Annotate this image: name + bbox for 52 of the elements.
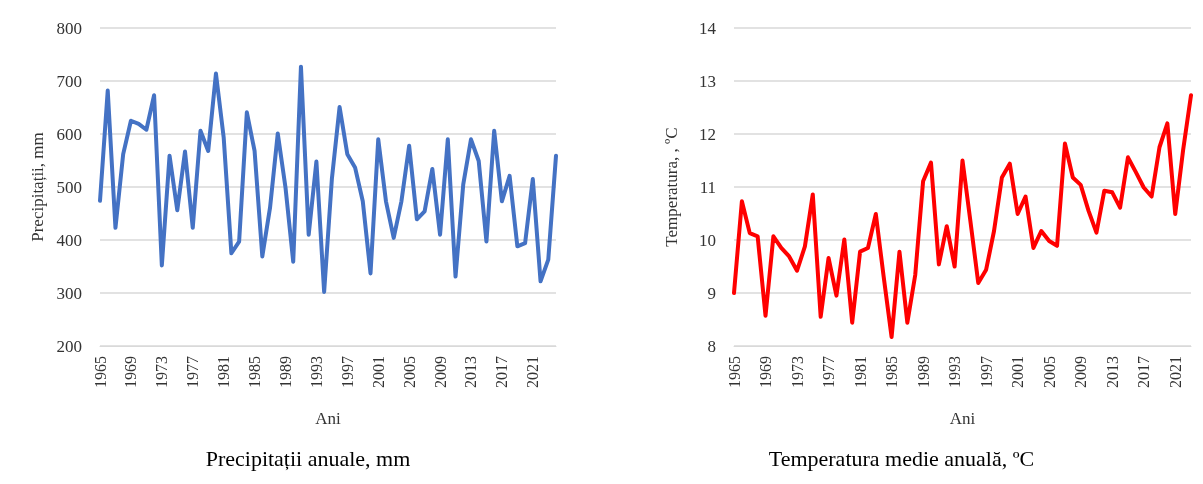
y-tick-label: 800: [56, 18, 82, 38]
x-tick-label: 2021: [1166, 356, 1184, 388]
y-tick-label: 400: [56, 230, 82, 250]
x-tick-label: 1989: [276, 356, 294, 388]
x-tick-label: 2009: [431, 356, 449, 388]
x-tick-label: 1985: [246, 356, 264, 388]
y-tick-label: 300: [56, 283, 82, 303]
y-tick-label: 200: [56, 336, 82, 356]
x-tick-label: 2005: [1040, 356, 1058, 388]
x-tick-label: 1973: [153, 356, 171, 388]
x-tick-label: 1993: [307, 356, 325, 388]
x-tick-label: 1969: [757, 356, 775, 388]
x-tick-label: 2001: [1009, 356, 1027, 388]
x-tick-label: 1965: [91, 356, 109, 388]
y-tick-label: 10: [699, 230, 716, 250]
x-tick-label: 1969: [122, 356, 140, 388]
x-tick-label: 2013: [1103, 356, 1121, 388]
x-tick-label: 2013: [462, 356, 480, 388]
x-tick-label: 1997: [977, 356, 995, 388]
y-tick-label: 9: [707, 283, 716, 303]
y-tick-label: 500: [56, 177, 82, 197]
x-tick-label: 2017: [493, 356, 511, 388]
text: Temperatura medie anuală, ºC: [768, 445, 1035, 471]
line-series: [732, 93, 1193, 339]
x-tick-label: 1993: [946, 356, 964, 388]
y-tick-label: 12: [699, 124, 716, 144]
y-tick-label: 11: [699, 177, 716, 197]
y-tick-label: 14: [699, 18, 717, 38]
x-tick-label: 2001: [369, 356, 387, 388]
x-tick-label: 1997: [338, 356, 356, 388]
x-tick-label: 2009: [1072, 356, 1090, 388]
x-tick-label: 1985: [883, 356, 901, 388]
x-tick-label: 2017: [1135, 356, 1153, 388]
x-tick-label: 2005: [400, 356, 418, 388]
x-axis-title: Ani: [315, 409, 342, 428]
x-axis-title: Ani: [949, 409, 976, 428]
x-tick-label: 1965: [725, 356, 743, 388]
line-series: [98, 64, 558, 294]
text: Precipitații anuale, mm: [205, 445, 411, 471]
x-tick-label: 1977: [820, 356, 838, 388]
x-tick-label: 1981: [851, 356, 869, 388]
y-tick-label: 8: [707, 336, 716, 356]
y-axis-title: Precipitații, mm: [27, 132, 47, 242]
y-axis-title: Temperatura, , ºC: [662, 127, 681, 247]
y-tick-label: 700: [56, 71, 82, 91]
x-tick-label: 1973: [788, 356, 806, 388]
y-tick-label: 600: [56, 124, 82, 144]
x-tick-label: 1989: [914, 356, 932, 388]
x-tick-label: 1981: [215, 356, 233, 388]
x-tick-label: 2021: [524, 356, 542, 388]
y-tick-label: 13: [699, 71, 716, 91]
x-tick-label: 1977: [184, 356, 202, 388]
